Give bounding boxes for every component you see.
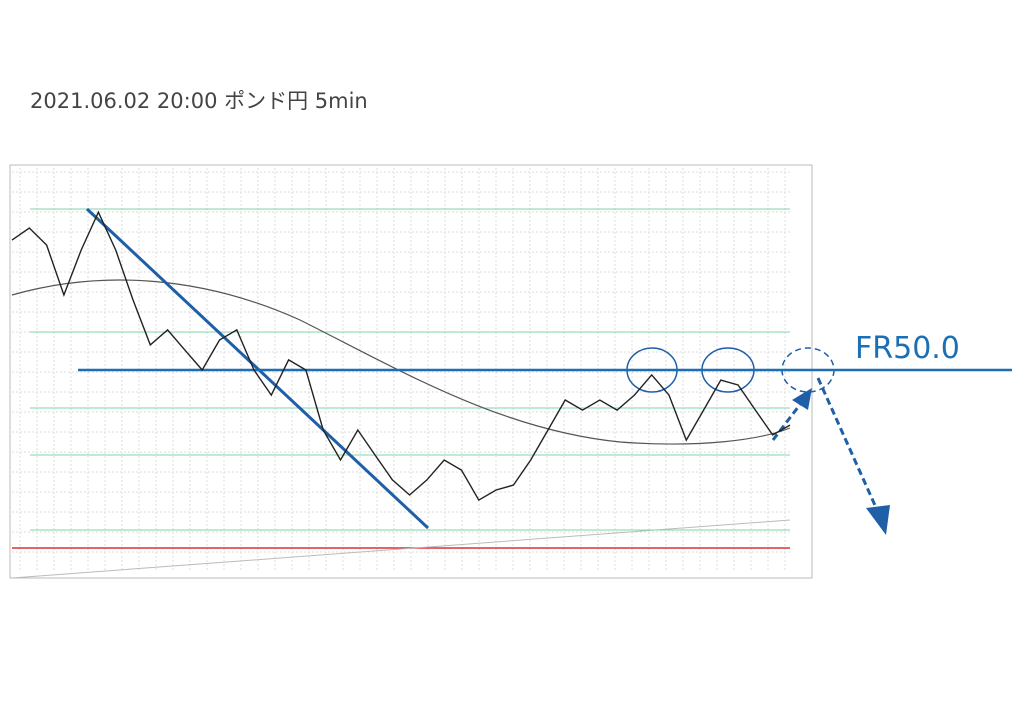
price-line [11, 210, 791, 502]
arrow-head [792, 388, 812, 410]
fr-label: FR50.0 [855, 331, 960, 366]
chart-title: 2021.06.02 20:00 ポンド円 5min [30, 89, 368, 113]
up-arrow [771, 397, 807, 441]
trend-line [85, 207, 430, 530]
down-arrow [816, 377, 880, 513]
moving-average [11, 279, 791, 445]
arrow-head [866, 505, 890, 535]
